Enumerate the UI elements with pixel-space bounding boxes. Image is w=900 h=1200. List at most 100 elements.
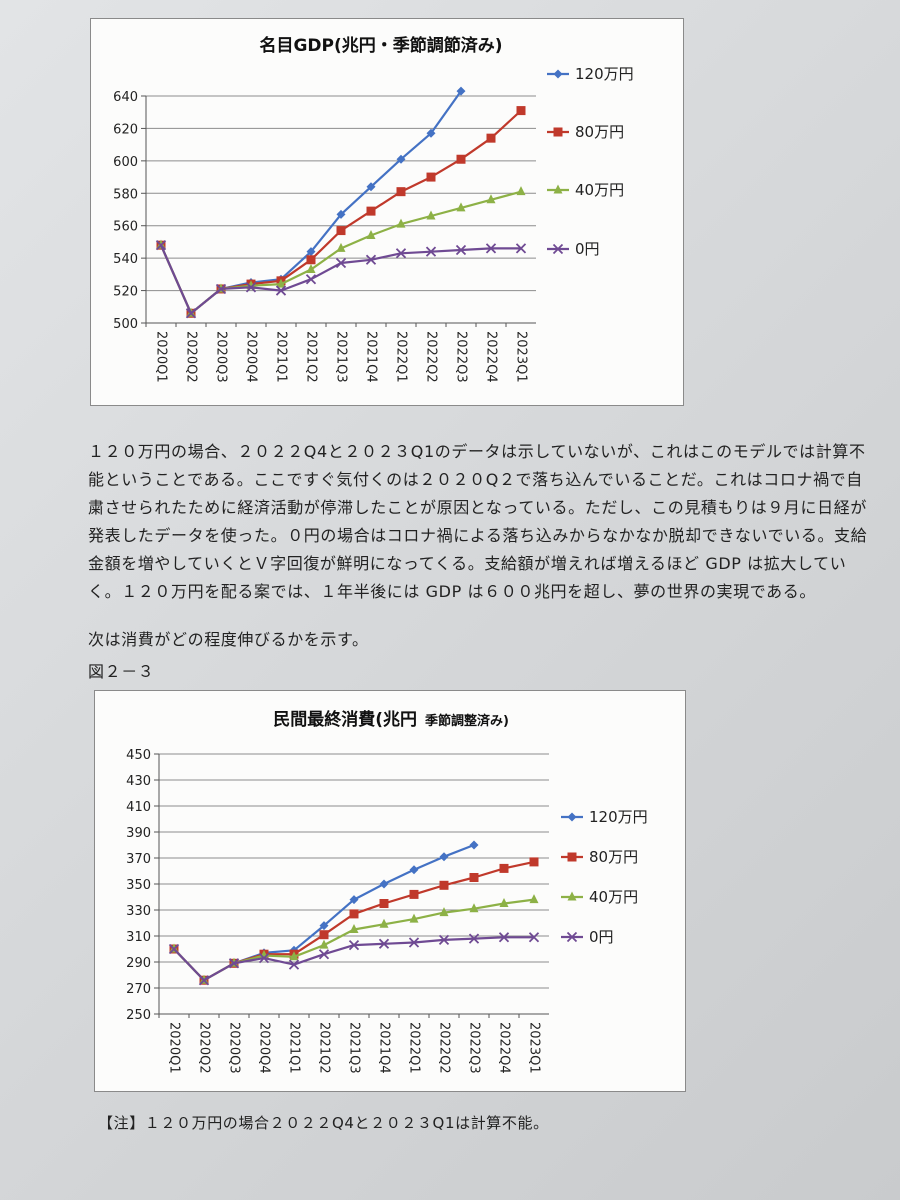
x-tick-label: 2023Q1 — [527, 1022, 542, 1074]
data-point — [486, 194, 496, 204]
x-tick-label: 2021Q2 — [317, 1022, 332, 1074]
x-tick-label: 2022Q3 — [454, 331, 469, 383]
data-point — [408, 937, 420, 948]
y-tick-label: 270 — [126, 982, 151, 997]
data-point — [469, 840, 479, 850]
legend-marker — [553, 127, 563, 137]
data-point — [456, 86, 466, 96]
chart-title: 名目GDP(兆円・季節調節済み) — [259, 35, 502, 56]
data-point — [366, 206, 376, 216]
y-tick-label: 450 — [126, 748, 151, 763]
data-point — [529, 894, 539, 904]
y-tick-label: 560 — [113, 220, 138, 235]
data-point — [438, 934, 450, 946]
data-point — [486, 133, 496, 143]
data-point — [425, 246, 437, 257]
legend-label: 40万円 — [589, 888, 638, 906]
data-point — [439, 880, 449, 890]
body-paragraph: １２０万円の場合、２０２２Q4と２０２３Q1のデータは示していないが、これはこの… — [88, 442, 868, 601]
x-tick-label: 2022Q2 — [424, 331, 439, 383]
data-point — [426, 128, 436, 138]
data-point — [455, 244, 467, 256]
footnote: 【注】１２０万円の場合２０２２Q4と２０２３Q1は計算不能。 — [98, 1114, 549, 1132]
data-point — [456, 202, 466, 212]
y-tick-label: 350 — [126, 878, 151, 893]
data-point — [396, 187, 406, 197]
data-point — [305, 274, 317, 285]
series-3 — [155, 240, 527, 319]
data-point — [396, 218, 406, 228]
data-point — [275, 285, 287, 296]
x-tick-label: 2020Q4 — [257, 1022, 272, 1074]
data-point — [245, 282, 257, 293]
legend-label: 120万円 — [589, 808, 648, 826]
data-point — [276, 278, 286, 288]
data-point — [185, 308, 197, 319]
data-point — [228, 958, 240, 969]
x-tick-label: 2021Q1 — [287, 1022, 302, 1074]
legend-label: 0円 — [575, 240, 600, 258]
data-point — [306, 255, 316, 265]
data-point — [288, 959, 300, 970]
legend-label: 40万円 — [575, 181, 624, 199]
y-tick-label: 500 — [113, 317, 138, 332]
x-tick-label: 2021Q3 — [334, 331, 349, 383]
data-point — [469, 873, 479, 882]
data-point — [318, 949, 330, 960]
data-point — [409, 865, 419, 875]
data-point — [485, 243, 497, 254]
x-tick-label: 2022Q4 — [484, 331, 499, 383]
legend-marker — [553, 184, 563, 194]
data-point — [515, 243, 527, 254]
series-0 — [156, 86, 466, 318]
data-point — [366, 229, 376, 239]
series-line — [173, 936, 534, 982]
data-point — [468, 933, 480, 944]
data-point — [168, 943, 180, 955]
x-tick-label: 2021Q4 — [364, 331, 379, 383]
x-tick-label: 2020Q4 — [244, 331, 259, 383]
data-point — [336, 242, 346, 252]
legend-label: 80万円 — [575, 123, 624, 141]
x-tick-label: 2022Q4 — [497, 1022, 512, 1074]
x-tick-label: 2020Q3 — [227, 1022, 242, 1074]
x-tick-label: 2022Q3 — [467, 1022, 482, 1074]
data-point — [349, 924, 359, 933]
data-point — [379, 918, 389, 928]
y-tick-label: 640 — [113, 90, 138, 105]
data-point — [306, 247, 316, 257]
legend-label: 80万円 — [589, 848, 638, 866]
data-point — [336, 209, 346, 219]
data-point — [349, 895, 359, 905]
data-point — [499, 898, 509, 907]
data-point — [529, 857, 539, 867]
series-line — [159, 244, 521, 315]
x-tick-label: 2022Q2 — [437, 1022, 452, 1074]
legend-marker — [567, 891, 577, 901]
data-point — [319, 939, 329, 949]
y-tick-label: 290 — [126, 956, 151, 971]
legend-marker — [553, 69, 563, 79]
figure-label: 図２－３ — [88, 662, 155, 681]
y-tick-label: 620 — [113, 122, 138, 137]
y-tick-label: 250 — [126, 1008, 151, 1023]
data-point — [378, 938, 390, 949]
data-point — [426, 210, 436, 220]
consumption-chart-svg: 民間最終消費(兆円 季節調整済み) 250 270 290 310 330 350 370 390… — [126, 709, 648, 1074]
legend-label: 120万円 — [575, 65, 634, 83]
data-point — [215, 283, 227, 295]
data-point — [409, 889, 419, 899]
data-point — [469, 903, 479, 913]
data-point — [319, 921, 329, 931]
data-point — [289, 951, 299, 961]
y-tick-label: 430 — [126, 774, 151, 789]
x-tick-label: 2020Q2 — [184, 331, 199, 383]
x-tick-label: 2022Q1 — [394, 331, 409, 383]
y-tick-label: 410 — [126, 800, 151, 815]
chart-title: 民間最終消費(兆円 — [273, 709, 417, 730]
data-point — [258, 952, 270, 964]
data-point — [395, 248, 407, 259]
legend-marker — [567, 812, 577, 822]
gridlines — [159, 753, 549, 989]
data-point — [335, 257, 347, 269]
